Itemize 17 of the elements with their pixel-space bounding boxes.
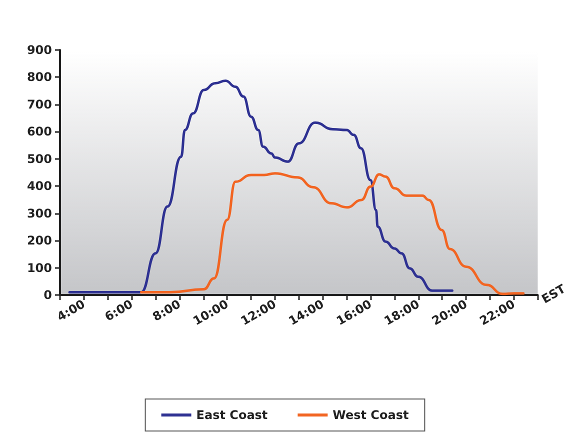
y-tick-label: 500 (26, 152, 52, 166)
legend-label: East Coast (196, 408, 268, 422)
y-tick-label: 100 (26, 260, 52, 275)
y-tick-label: 700 (26, 97, 52, 112)
y-tick-label: 800 (26, 70, 52, 84)
x-tick-label: 6:00 (102, 296, 136, 324)
y-tick-label: 600 (26, 124, 52, 139)
line-series (68, 80, 454, 294)
y-tick-label: 400 (26, 179, 52, 194)
y-tick-label: 0 (44, 288, 52, 302)
y-tick-label: 900 (26, 43, 52, 57)
line-series (140, 172, 525, 296)
y-tick-label: 200 (26, 234, 52, 248)
legend-label: West Coast (332, 408, 409, 422)
x-axis-title: EST (539, 281, 569, 306)
y-tick-label: 300 (26, 206, 52, 220)
x-tick-label: 4:00 (54, 296, 88, 324)
